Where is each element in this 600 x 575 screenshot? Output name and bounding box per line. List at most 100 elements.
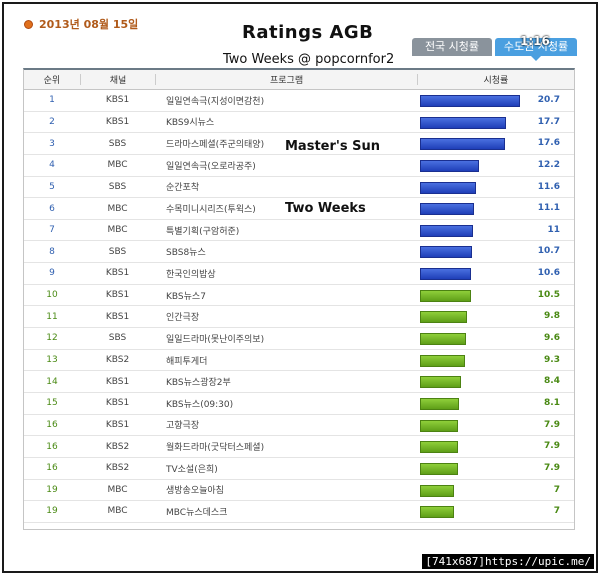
rating-value: 7 <box>553 506 560 517</box>
row-channel: KBS1 <box>105 311 130 322</box>
rating-value: 17.7 <box>537 116 560 127</box>
row-rank: 8 <box>49 246 55 257</box>
table-row[interactable]: 6 MBC 수목미니시리즈(투윅스) 11.1 <box>24 198 574 220</box>
table-row[interactable]: 12 SBS 일일드라마(못난이주의보) 9.6 <box>24 328 574 350</box>
rating-value: 11 <box>547 224 560 235</box>
rating-value: 8.4 <box>544 376 560 387</box>
table-row[interactable]: 2 KBS1 KBS9시뉴스 17.7 <box>24 112 574 134</box>
rating-value: 7.9 <box>544 441 560 452</box>
row-program[interactable]: TV소설(은희) <box>166 464 218 475</box>
tab-capital-area[interactable]: 수도권 시청률 <box>495 38 577 61</box>
row-rank: 19 <box>46 484 58 495</box>
row-program[interactable]: SBS8뉴스 <box>166 248 206 259</box>
row-rating-cell: 9.8 <box>417 306 574 327</box>
row-rating-cell: 9.3 <box>417 350 574 371</box>
row-rank: 13 <box>46 355 58 365</box>
row-program[interactable]: 해피투게더 <box>166 356 208 367</box>
rating-value: 8.1 <box>544 397 560 408</box>
header-divider <box>416 74 418 85</box>
rating-bar <box>420 203 474 216</box>
row-rating-cell: 7.9 <box>417 415 574 436</box>
table-row[interactable]: 16 KBS2 TV소설(은희) 7.9 <box>24 458 574 480</box>
rating-value: 17.6 <box>537 138 560 149</box>
tab-nationwide[interactable]: 전국 시청률 <box>412 38 492 56</box>
table-row[interactable]: 8 SBS SBS8뉴스 10.7 <box>24 241 574 264</box>
table-row[interactable]: 19 MBC 생방송오늘아침 7 <box>24 480 574 502</box>
table-row[interactable]: 1 KBS1 일일연속극(지성이면감천) 20.7 <box>24 90 574 112</box>
row-channel: KBS1 <box>105 290 130 301</box>
date-row: 2013년 08월 15일 <box>24 16 138 32</box>
rating-value: 11.1 <box>537 203 560 214</box>
row-program[interactable]: 월화드라마(굿닥터스페셜) <box>166 443 265 454</box>
row-channel: KBS1 <box>105 419 130 430</box>
row-channel: SBS <box>108 138 127 149</box>
row-rating-cell: 17.7 <box>417 112 574 133</box>
row-program[interactable]: KBS9시뉴스 <box>166 118 215 129</box>
ratings-table: 순위 채널 프로그램 시청률 1 KBS1 일일연속극(지성이면감천) 20.7 2 KB… <box>23 68 575 530</box>
rating-value: 12.2 <box>537 159 560 170</box>
page-title: Ratings AGB <box>242 22 374 43</box>
table-row[interactable]: 5 SBS 순간포착 11.6 <box>24 177 574 199</box>
row-program[interactable]: 생방송오늘아침 <box>166 486 224 497</box>
row-program[interactable]: 수목미니시리즈(투윅스) <box>166 205 256 216</box>
rating-bar <box>420 224 473 237</box>
table-row[interactable]: 16 KBS1 고향극장 7.9 <box>24 415 574 437</box>
table-row[interactable]: 3 SBS 드라마스페셜(주군의태양) 17.6 <box>24 133 574 155</box>
row-program[interactable]: 고향극장 <box>166 421 200 432</box>
row-rating-cell: 11.6 <box>417 177 574 198</box>
table-row[interactable]: 19 MBC MBC뉴스데스크 7 <box>24 501 574 523</box>
table-row[interactable]: 4 MBC 일일연속극(오로라공주) 12.2 <box>24 155 574 177</box>
row-rank: 16 <box>46 463 58 474</box>
row-rank: 16 <box>46 441 58 452</box>
row-program[interactable]: 순간포착 <box>166 183 200 194</box>
row-program[interactable]: MBC뉴스데스크 <box>166 507 228 518</box>
rating-bar <box>420 397 459 410</box>
table-row[interactable]: 7 MBC 특별기획(구암허준) 11 <box>24 220 574 242</box>
row-channel: KBS2 <box>105 355 130 365</box>
table-row[interactable]: 9 KBS1 한국인의밥상 10.6 <box>24 263 574 285</box>
rating-bar <box>420 289 471 302</box>
row-rating-cell: 12.2 <box>417 155 574 176</box>
row-program[interactable]: 일일연속극(오로라공주) <box>166 161 256 172</box>
row-rank: 4 <box>49 160 55 171</box>
row-program[interactable]: 일일드라마(못난이주의보) <box>166 334 265 345</box>
date-label: 2013년 08월 15일 <box>39 18 139 31</box>
row-channel: KBS1 <box>105 116 130 127</box>
row-program[interactable]: 일일연속극(지성이면감천) <box>166 96 265 107</box>
rating-value: 7 <box>553 484 560 495</box>
rating-value: 10.7 <box>537 246 560 257</box>
row-rank: 19 <box>46 506 58 517</box>
header-divider <box>79 74 81 85</box>
row-program[interactable]: 특별기획(구암허준) <box>166 226 240 237</box>
row-rating-cell: 10.6 <box>417 263 574 284</box>
table-row[interactable]: 15 KBS1 KBS뉴스(09:30) 8.1 <box>24 393 574 415</box>
region-tabs: 전국 시청률 수도권 시청률 <box>409 38 577 61</box>
row-program[interactable]: 드라마스페셜(주군의태양) <box>166 140 265 151</box>
row-program[interactable]: 한국인의밥상 <box>166 269 216 280</box>
row-rating-cell: 7 <box>417 501 574 522</box>
row-program[interactable]: KBS뉴스7 <box>166 291 206 302</box>
table-row[interactable]: 13 KBS2 해피투게더 9.3 <box>24 350 574 372</box>
table-row[interactable]: 16 KBS2 월화드라마(굿닥터스페셜) 7.9 <box>24 436 574 458</box>
row-rating-cell: 7 <box>417 480 574 501</box>
row-program[interactable]: KBS뉴스(09:30) <box>166 399 234 410</box>
row-program[interactable]: 인간극장 <box>166 313 200 324</box>
row-rank: 5 <box>49 181 55 192</box>
image-watermark: [741x687]https://upic.me/ <box>422 554 594 569</box>
row-program[interactable]: KBS뉴스광장2부 <box>166 378 231 389</box>
header-rank: 순위 <box>43 76 61 86</box>
table-body: 1 KBS1 일일연속극(지성이면감천) 20.7 2 KBS1 KBS9시뉴스 17.7 3 S… <box>24 90 574 523</box>
table-row[interactable]: 10 KBS1 KBS뉴스7 10.5 <box>24 285 574 307</box>
rating-value: 10.6 <box>537 268 560 279</box>
table-row[interactable]: 11 KBS1 인간극장 9.8 <box>24 306 574 329</box>
rating-bar <box>420 333 466 346</box>
row-rating-cell: 11.1 <box>417 198 574 219</box>
rating-value: 9.8 <box>544 311 560 322</box>
date-bullet-icon <box>24 19 33 29</box>
rating-bar <box>420 181 476 194</box>
table-row[interactable]: 14 KBS1 KBS뉴스광장2부 8.4 <box>24 371 574 393</box>
row-channel: KBS1 <box>105 95 130 106</box>
row-rank: 11 <box>46 311 58 322</box>
row-rating-cell: 10.5 <box>417 285 574 306</box>
rating-bar <box>420 116 506 129</box>
